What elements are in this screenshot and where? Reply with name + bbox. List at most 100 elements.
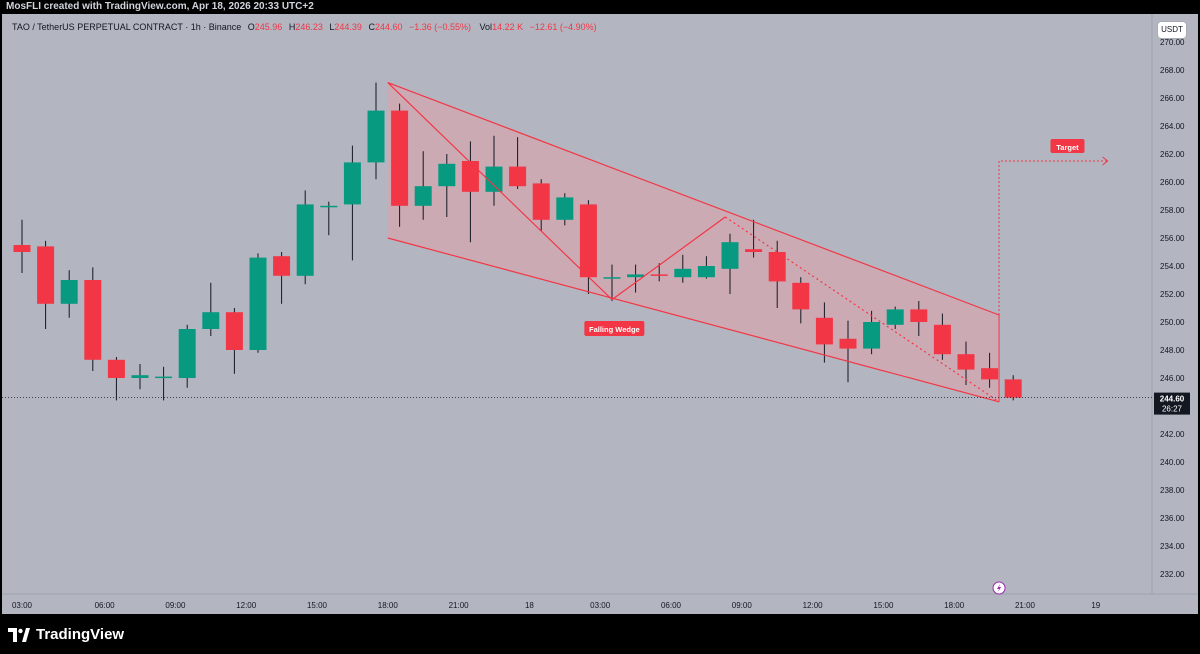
candle-body-up[interactable] <box>674 268 692 278</box>
y-tick-label: 254.00 <box>1160 262 1185 271</box>
candle-body-down[interactable] <box>745 249 763 252</box>
candle-body-down[interactable] <box>84 280 102 360</box>
candle-body-down[interactable] <box>579 204 597 278</box>
price-axis-background[interactable] <box>1152 14 1198 594</box>
volume-change: −12.61 (−4.90%) <box>529 22 597 32</box>
tradingview-logo-icon <box>8 627 30 642</box>
candle-body-up[interactable] <box>485 166 503 192</box>
open-label: O <box>247 22 255 32</box>
chart-area[interactable]: 232.00 234.00 236.00 238.00 240.00 242.00 244.… <box>2 14 1198 614</box>
open-value: 245.96 <box>254 22 283 32</box>
x-tick-label: 15:00 <box>307 601 328 610</box>
x-tick-label: 03:00 <box>12 601 33 610</box>
candle-body-down[interactable] <box>1004 379 1022 398</box>
last-price-label: 244.60 <box>1160 395 1185 404</box>
candle-body-down[interactable] <box>792 282 810 310</box>
candle-body-down[interactable] <box>839 338 857 349</box>
x-tick-label: 09:00 <box>165 601 186 610</box>
candle-body-up[interactable] <box>296 204 314 276</box>
candle-body-down[interactable] <box>37 246 55 304</box>
x-tick-label: 18 <box>525 601 534 610</box>
countdown-label: 26:27 <box>1162 405 1183 414</box>
candle-body-up[interactable] <box>603 277 621 279</box>
candle-body-down[interactable] <box>957 354 975 370</box>
symbol-title[interactable]: TAO / TetherUS PERPETUAL CONTRACT · 1h ·… <box>12 22 242 32</box>
candle-body-down[interactable] <box>509 166 527 187</box>
created-by-text: MosFLI created with TradingView.com, Apr… <box>0 0 1200 14</box>
candle-body-down[interactable] <box>461 161 479 192</box>
lightning-icon <box>997 584 1002 592</box>
x-tick-label: 15:00 <box>873 601 894 610</box>
volume-label: Vol <box>479 22 493 32</box>
candle-body-down[interactable] <box>107 359 125 378</box>
y-tick-label: 260.00 <box>1160 178 1185 187</box>
bottom-bar: TradingView <box>0 614 1200 654</box>
candle-body-up[interactable] <box>131 375 149 378</box>
low-label: L <box>329 22 335 32</box>
y-tick-label: 264.00 <box>1160 122 1185 131</box>
candle-body-down[interactable] <box>532 183 550 220</box>
close-value: 244.60 <box>374 22 403 32</box>
y-tick-label: 246.00 <box>1160 374 1185 383</box>
y-tick-label: 242.00 <box>1160 430 1185 439</box>
target-projection-line <box>998 160 1108 315</box>
x-tick-label: 12:00 <box>803 601 824 610</box>
candle-body-up[interactable] <box>155 376 173 379</box>
candle-body-up[interactable] <box>863 322 881 349</box>
x-tick-label: 19 <box>1091 601 1100 610</box>
candle-body-up[interactable] <box>697 266 715 278</box>
candle-body-down[interactable] <box>13 245 31 252</box>
candle-body-up[interactable] <box>414 186 432 206</box>
last-price-badge[interactable] <box>1154 392 1190 415</box>
zigzag-segment <box>724 216 1000 403</box>
y-tick-label: 238.00 <box>1160 486 1185 495</box>
candle-body-up[interactable] <box>627 274 645 278</box>
candle-body-up[interactable] <box>886 309 904 325</box>
y-tick-label: 240.00 <box>1160 458 1185 467</box>
wedge-upper-line <box>387 82 1000 316</box>
time-axis-background[interactable] <box>2 594 1198 614</box>
candle-body-up[interactable] <box>438 163 456 187</box>
y-tick-label: 258.00 <box>1160 206 1185 215</box>
change-value: −1.36 (−0.55%) <box>408 22 472 32</box>
pattern-label: Falling Wedge <box>589 325 640 334</box>
candle-body-down[interactable] <box>981 368 999 380</box>
pattern-label-box[interactable] <box>584 321 645 336</box>
candle-body-down[interactable] <box>225 312 243 350</box>
zigzag-segment <box>611 216 726 301</box>
candle-body-down[interactable] <box>650 274 668 276</box>
candle-body-up[interactable] <box>556 197 574 220</box>
candle-body-up[interactable] <box>320 205 338 208</box>
y-tick-label: 232.00 <box>1160 570 1185 579</box>
low-value: 244.39 <box>334 22 362 32</box>
candle-body-up[interactable] <box>60 280 78 304</box>
symbol-legend[interactable]: TAO / TetherUS PERPETUAL CONTRACT · 1h ·… <box>12 22 597 32</box>
tradingview-logo[interactable]: TradingView <box>8 626 124 643</box>
candle-body-down[interactable] <box>910 309 928 322</box>
close-label: C <box>368 22 375 32</box>
target-arrow-icon <box>1102 156 1109 166</box>
candle-body-down[interactable] <box>391 110 409 206</box>
candlestick-chart[interactable]: 232.00 234.00 236.00 238.00 240.00 242.00 244.… <box>2 14 1198 614</box>
quote-currency-button[interactable]: USDT <box>1158 22 1186 38</box>
candle-body-up[interactable] <box>367 110 385 163</box>
x-tick-label: 18:00 <box>378 601 399 610</box>
candle-body-up[interactable] <box>721 242 739 269</box>
candle-body-down[interactable] <box>815 317 833 345</box>
candle-body-up[interactable] <box>178 329 196 378</box>
candle-body-down[interactable] <box>768 252 786 282</box>
high-label: H <box>288 22 296 32</box>
candle-body-up[interactable] <box>343 162 361 205</box>
candle-body-up[interactable] <box>249 257 267 350</box>
candle-body-down[interactable] <box>933 324 951 355</box>
y-tick-label: 234.00 <box>1160 542 1185 551</box>
high-value: 246.23 <box>295 22 323 32</box>
target-label-box[interactable] <box>1050 139 1085 153</box>
candle-body-up[interactable] <box>202 312 220 329</box>
x-tick-label: 12:00 <box>236 601 257 610</box>
plot-background[interactable] <box>2 14 1152 594</box>
candle-body-down[interactable] <box>273 256 291 276</box>
wedge-lower-line <box>387 237 1000 403</box>
x-tick-label: 21:00 <box>449 601 470 610</box>
y-tick-label: 236.00 <box>1160 514 1185 523</box>
